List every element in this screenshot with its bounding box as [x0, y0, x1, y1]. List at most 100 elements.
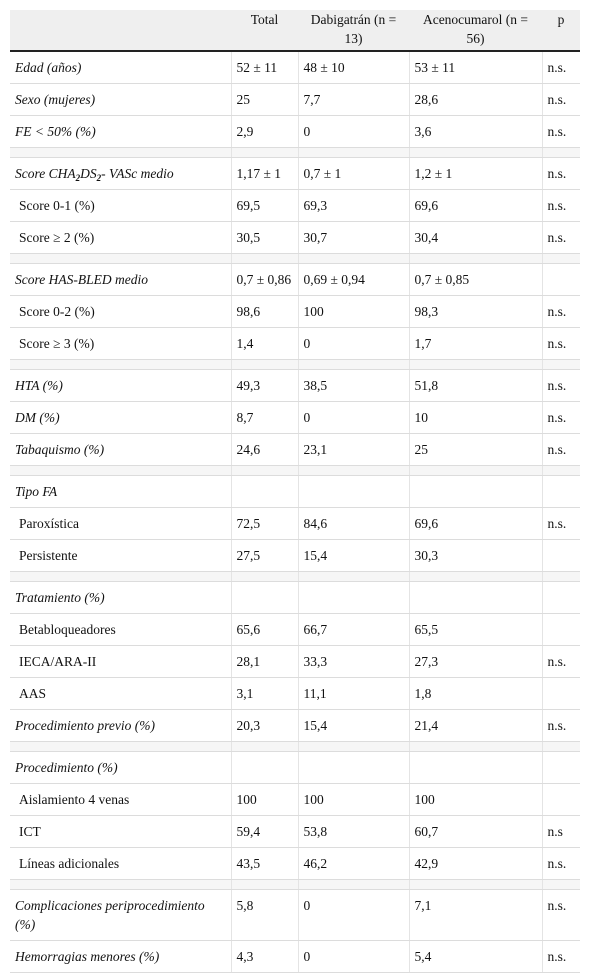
value-cell: 3,1 — [231, 677, 299, 710]
spacer-cell — [409, 359, 543, 370]
row-label: Persistente — [10, 539, 232, 572]
value-cell: 53,8 — [298, 815, 410, 848]
value-cell: 0 — [298, 327, 410, 360]
value-cell: 69,3 — [298, 189, 410, 222]
value-cell: 23,1 — [298, 433, 410, 466]
table-row: HTA (%) 49,3 38,5 51,8 n.s. — [10, 369, 580, 402]
header-row: Total Dabigatrán (n = 13) Acenocumarol (… — [10, 10, 580, 52]
row-label: Betabloqueadores — [10, 613, 232, 646]
header-cell: Acenocumarol (n = 56) — [409, 10, 542, 52]
spacer-cell — [409, 571, 543, 582]
value-cell — [542, 677, 580, 710]
header-cell — [10, 10, 231, 52]
value-cell: n.s. — [542, 51, 580, 84]
spacer-cell — [10, 741, 232, 752]
row-label: DM (%) — [10, 401, 232, 434]
value-cell: 5,4 — [409, 940, 543, 973]
row-label: Sexo (mujeres) — [10, 83, 232, 116]
value-cell: 38,5 — [298, 369, 410, 402]
spacer-cell — [10, 253, 232, 264]
value-cell: 33,3 — [298, 645, 410, 678]
row-label: Score CHA2DS2- VASc medio — [10, 157, 232, 190]
value-cell — [409, 581, 543, 614]
value-cell: n.s. — [542, 847, 580, 880]
spacer-row — [10, 147, 580, 158]
spacer-cell — [298, 741, 410, 752]
value-cell: 0,7 ± 0,85 — [409, 263, 543, 296]
value-cell: 59,4 — [231, 815, 299, 848]
value-cell: n.s. — [542, 433, 580, 466]
value-cell — [542, 581, 580, 614]
spacer-row — [10, 359, 580, 370]
value-cell — [231, 751, 299, 784]
header-cell: Dabigatrán (n = 13) — [298, 10, 409, 52]
value-cell: n.s — [542, 815, 580, 848]
value-cell: 48 ± 10 — [298, 51, 410, 84]
spacer-cell — [231, 571, 299, 582]
value-cell: 84,6 — [298, 507, 410, 540]
value-cell: 10 — [409, 401, 543, 434]
value-cell: n.s. — [542, 83, 580, 116]
spacer-cell — [10, 465, 232, 476]
table-row: IECA/ARA-II 28,1 33,3 27,3 n.s. — [10, 645, 580, 678]
spacer-row — [10, 879, 580, 890]
value-cell: 2,9 — [231, 115, 299, 148]
table-row: Tratamiento (%) — [10, 581, 580, 614]
row-label: Tipo FA — [10, 475, 232, 508]
value-cell: 25 — [409, 433, 543, 466]
row-label: Tabaquismo (%) — [10, 433, 232, 466]
row-label: Score ≥ 2 (%) — [10, 221, 232, 254]
spacer-cell — [409, 253, 543, 264]
value-cell: 7,7 — [298, 83, 410, 116]
value-cell: 11,1 — [298, 677, 410, 710]
table-row: Líneas adicionales 43,5 46,2 42,9 n.s. — [10, 847, 580, 880]
value-cell: 27,3 — [409, 645, 543, 678]
value-cell: 60,7 — [409, 815, 543, 848]
spacer-cell — [231, 879, 299, 890]
value-cell: 42,9 — [409, 847, 543, 880]
row-label: Paroxística — [10, 507, 232, 540]
spacer-cell — [542, 741, 580, 752]
value-cell: 1,7 — [409, 327, 543, 360]
value-cell: 3,6 — [409, 115, 543, 148]
row-label: ICT — [10, 815, 232, 848]
spacer-cell — [10, 147, 232, 158]
value-cell: 5,8 — [231, 889, 299, 941]
value-cell: 0 — [298, 889, 410, 941]
spacer-cell — [542, 465, 580, 476]
row-label: HTA (%) — [10, 369, 232, 402]
value-cell — [542, 475, 580, 508]
table-row: Aislamiento 4 venas 100 100 100 — [10, 783, 580, 816]
spacer-cell — [298, 147, 410, 158]
spacer-cell — [542, 253, 580, 264]
table-row: Score ≥ 2 (%) 30,5 30,7 30,4 n.s. — [10, 221, 580, 254]
spacer-cell — [231, 465, 299, 476]
table-row: Hemorragias menores (%) 4,3 0 5,4 n.s. — [10, 940, 580, 973]
table-row: Betabloqueadores 65,6 66,7 65,5 — [10, 613, 580, 646]
spacer-row — [10, 571, 580, 582]
value-cell: 51,8 — [409, 369, 543, 402]
value-cell: 7,1 — [409, 889, 543, 941]
row-label: Score 0-2 (%) — [10, 295, 232, 328]
value-cell — [409, 475, 543, 508]
spacer-cell — [298, 879, 410, 890]
value-cell: 52 ± 11 — [231, 51, 299, 84]
value-cell: n.s. — [542, 221, 580, 254]
value-cell: 28,1 — [231, 645, 299, 678]
table-row: DM (%) 8,7 0 10 n.s. — [10, 401, 580, 434]
value-cell — [298, 751, 410, 784]
spacer-cell — [409, 879, 543, 890]
value-cell: 1,17 ± 1 — [231, 157, 299, 190]
value-cell: 66,7 — [298, 613, 410, 646]
value-cell: n.s. — [542, 295, 580, 328]
row-label: Procedimiento (%) — [10, 751, 232, 784]
label-part: Score CHA — [15, 166, 76, 181]
value-cell: 30,4 — [409, 221, 543, 254]
label-part: 2 — [96, 173, 102, 183]
row-label: Aislamiento 4 venas — [10, 783, 232, 816]
value-cell: 98,6 — [231, 295, 299, 328]
spacer-row — [10, 253, 580, 264]
value-cell: 100 — [231, 783, 299, 816]
row-label: FE < 50% (%) — [10, 115, 232, 148]
value-cell: 27,5 — [231, 539, 299, 572]
